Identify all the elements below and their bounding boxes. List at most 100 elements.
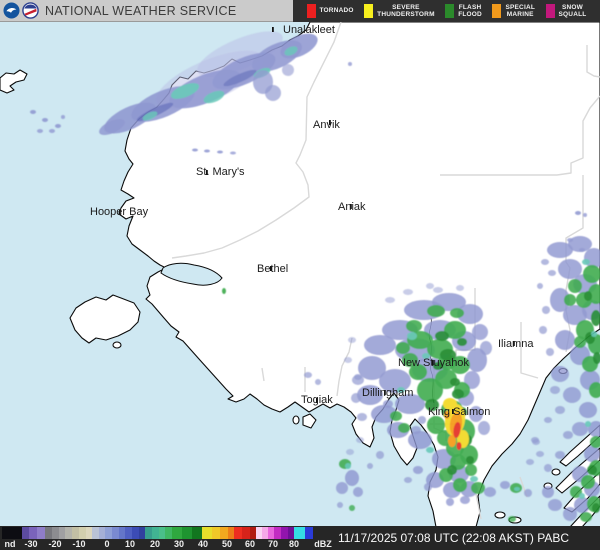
radar-echo [583, 265, 600, 283]
shelikof-islet [551, 468, 561, 476]
city-marker [329, 120, 331, 125]
radar-echo [337, 502, 343, 508]
radar-echo [356, 437, 364, 443]
city-label: Hooper Bay [90, 206, 149, 218]
radar-map[interactable]: Unalakleet Anvik St. Mary's Hooper Bay Aniak… [0, 21, 600, 528]
special-marine-color-chip [492, 4, 502, 18]
radar-echoes [30, 31, 600, 522]
radar-echo [315, 379, 321, 385]
radar-echo [265, 85, 281, 101]
radar-echo [563, 431, 573, 439]
nws-logo [22, 2, 39, 19]
city-marker [350, 204, 352, 209]
radar-echo [572, 422, 588, 436]
radar-echo [544, 417, 552, 423]
radar-echo [409, 364, 427, 380]
radar-echo [30, 110, 36, 114]
radar-echo [453, 478, 467, 492]
colorbar-tick-20: 20 [149, 539, 161, 549]
radar-echo [478, 421, 490, 435]
city-marker [316, 398, 318, 403]
city-label: Iliamna [498, 338, 534, 350]
radar-echo [397, 387, 405, 393]
radar-echo [558, 259, 582, 279]
radar-echo [585, 421, 591, 427]
city-label: St. Mary's [196, 166, 245, 178]
radar-echo [435, 331, 449, 341]
city-label: King Salmon [428, 406, 490, 418]
radar-echo [450, 308, 464, 318]
radar-echo [563, 305, 587, 325]
radar-echo [526, 459, 534, 465]
radar-echo [453, 422, 461, 438]
radar-echo [354, 374, 362, 380]
radar-echo [403, 289, 413, 295]
radar-echo [541, 259, 549, 265]
radar-echo [456, 285, 464, 291]
radar-echo [364, 335, 396, 355]
stuart-island [0, 69, 28, 94]
radar-echo [349, 505, 355, 511]
radar-echo [426, 447, 434, 453]
header-branding: NATIONAL WEATHER SERVICE [0, 0, 293, 22]
city-marker [432, 360, 434, 365]
radar-echo [579, 402, 597, 418]
radar-echo [49, 129, 55, 133]
colorbar-tick-0: 0 [104, 539, 110, 549]
radar-echo [593, 352, 600, 364]
radar-echo [446, 498, 454, 506]
radar-echo [568, 236, 592, 252]
radar-echo [480, 341, 492, 355]
radar-echo [542, 486, 554, 498]
hagemeister-island [302, 413, 317, 429]
radar-echo [345, 463, 351, 469]
radar-echo [555, 451, 565, 459]
special-marine-label: SPECIAL MARINE [505, 3, 536, 18]
radar-echo [345, 470, 359, 486]
radar-echo [448, 435, 456, 447]
radar-echo [456, 442, 462, 450]
radar-echo [426, 283, 434, 289]
radar-echo [427, 416, 445, 434]
radar-echo [563, 387, 581, 403]
legend-item-tornado: TORNADO [306, 0, 354, 22]
radar-echo [591, 331, 597, 337]
radar-echo [99, 118, 125, 136]
radar-echo [563, 507, 577, 521]
radar-echo [404, 477, 412, 483]
map-canvas[interactable]: Unalakleet Anvik St. Mary's Hooper Bay Aniak… [0, 21, 600, 528]
radar-echo [464, 371, 480, 389]
radar-echo [336, 482, 348, 494]
radar-echo [433, 362, 443, 370]
radar-echo [363, 387, 369, 393]
city-marker [272, 27, 274, 32]
radar-echo [591, 310, 600, 326]
radar-echo [574, 497, 590, 513]
radar-echo [444, 321, 466, 339]
radar-echo [536, 451, 544, 457]
radar-echo [376, 451, 384, 459]
timestamp: 11/17/2025 07:08 UTC (22:08 AKST) PABC [338, 531, 570, 545]
city-marker [384, 390, 386, 395]
radar-echo [390, 411, 402, 421]
legend-item-snow-squall: SNOW SQUALL [545, 0, 587, 22]
radar-echo [348, 337, 356, 343]
radar-echo [457, 338, 467, 346]
radar-echo [427, 305, 445, 317]
radar-echo [385, 297, 395, 303]
radar-echo [580, 512, 592, 522]
radar-echo [469, 406, 483, 422]
radar-echo [550, 386, 560, 394]
status-bar: nd -30 -20 -10 0 10 20 30 40 50 60 70 80 dBZ 11/17/20… [0, 526, 600, 550]
radar-echo [282, 64, 294, 76]
radar-echo [548, 499, 562, 511]
radar-echo [142, 111, 158, 121]
colorbar-tick--10: -10 [72, 539, 86, 549]
radar-echo [413, 466, 423, 474]
radar-echo [42, 118, 48, 122]
radar-echo [402, 353, 418, 367]
radar-echo [583, 213, 587, 217]
radar-echo [55, 124, 61, 128]
radar-echo [550, 288, 570, 312]
